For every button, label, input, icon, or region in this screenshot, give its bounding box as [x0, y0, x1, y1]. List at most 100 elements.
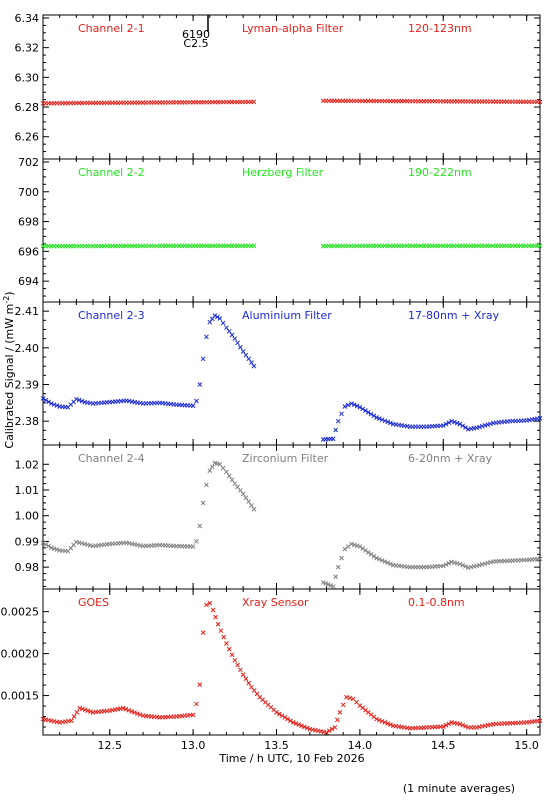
panel-label-mid: Herzberg Filter [242, 166, 324, 179]
data-point [246, 356, 252, 362]
data-point [388, 420, 393, 426]
data-point [229, 332, 235, 338]
y-tick-label: 694 [18, 275, 39, 288]
data-point [449, 418, 454, 424]
data-point [365, 410, 371, 415]
data-point [446, 420, 452, 425]
y-tick-label: 0.99 [15, 535, 40, 548]
data-point [285, 716, 290, 722]
data-point [51, 546, 57, 552]
data-point [344, 694, 349, 700]
y-tick-label: 0.0015 [1, 690, 40, 703]
data-point [226, 328, 232, 334]
data-point [349, 541, 354, 547]
data-point [339, 555, 344, 561]
x-tick-label: 13.0 [181, 739, 206, 752]
data-point [365, 550, 371, 555]
y-tick-label: 0.0025 [1, 606, 40, 619]
data-point [129, 709, 134, 714]
x-tick-label: 13.5 [264, 739, 289, 752]
y-axis-title-main: Calibrated Signal / (mW m [3, 304, 16, 449]
data-point [85, 708, 91, 714]
data-point [217, 316, 223, 321]
y-tick-label: 702 [18, 156, 39, 169]
data-point [246, 499, 252, 504]
flare-marker-class: C2.5 [183, 37, 208, 50]
data-point [200, 630, 206, 635]
panel-goes: 0.0015 0.0020 0.0025 GOES Xray Sensor 0.1-0.8… [1, 588, 543, 736]
y-axis-title-end: ) [3, 291, 16, 295]
panel-label-left: Channel 2-4 [78, 452, 145, 465]
data-point [345, 544, 351, 549]
data-point [288, 718, 293, 724]
data-point [296, 722, 302, 728]
panel-label-left: Channel 2-2 [78, 166, 145, 179]
data-point [249, 360, 254, 365]
data-point [251, 243, 257, 249]
data-point [207, 319, 213, 325]
data-point [354, 403, 360, 409]
data-point [371, 413, 377, 419]
data-point [376, 717, 382, 723]
data-point [537, 415, 543, 421]
data-point [382, 720, 388, 725]
panel-ch23: 2.38 2.39 2.40 2.41 Channel 2-3 Aluminium Fil… [15, 301, 543, 446]
data-point [537, 718, 543, 724]
data-point [126, 707, 132, 713]
data-point [463, 564, 468, 569]
data-point [224, 641, 229, 646]
data-point [374, 716, 379, 722]
y-tick-label: 700 [18, 186, 39, 199]
data-point [232, 336, 238, 342]
data-point [537, 556, 543, 562]
data-point [339, 411, 344, 417]
series-goes [40, 600, 543, 735]
data-point [443, 562, 449, 567]
data-point [357, 544, 363, 549]
data-point [46, 543, 51, 549]
panel-frame [42, 444, 541, 590]
y-tick-label: 6.30 [15, 71, 40, 84]
data-point [460, 722, 466, 728]
data-point [335, 717, 340, 723]
data-point [360, 406, 366, 412]
data-point [194, 701, 199, 707]
data-point [333, 427, 339, 433]
data-point [360, 546, 366, 551]
data-point [235, 662, 240, 668]
y-tick-label: 2.41 [15, 305, 40, 318]
data-point [342, 546, 348, 552]
data-point [463, 723, 468, 729]
panel-label-left: Channel 2-3 [78, 309, 145, 322]
panel-ch22: 694 696 698 700 702 Channel 2-2 Herzberg Filte… [18, 156, 543, 303]
panel-label-mid: Xray Sensor [242, 596, 309, 609]
data-point [251, 363, 257, 369]
panel-label-right: 17-80nm + Xray [408, 309, 500, 322]
data-point [354, 543, 360, 549]
data-point [376, 556, 382, 562]
data-point [349, 401, 354, 406]
data-point [460, 562, 466, 568]
data-point [537, 243, 543, 249]
data-point [388, 561, 393, 567]
data-point [190, 403, 196, 409]
data-point [385, 721, 391, 726]
data-point [243, 676, 249, 682]
data-point [123, 706, 129, 712]
data-point [320, 580, 326, 585]
y-tick-label: 696 [18, 245, 39, 258]
panel-label-left: Channel 2-1 [78, 22, 145, 35]
panel-frame [42, 588, 541, 736]
data-point [345, 402, 351, 408]
data-point [232, 657, 238, 663]
panel-frame [42, 158, 541, 303]
y-tick-label: 2.40 [15, 342, 40, 355]
data-point [229, 652, 235, 658]
data-point [229, 477, 235, 483]
data-point [204, 334, 209, 340]
footer-note: (1 minute averages) [403, 782, 515, 795]
data-point [77, 705, 83, 711]
data-point [333, 574, 339, 580]
data-point [76, 397, 82, 403]
y-tick-label: 6.28 [15, 101, 40, 114]
